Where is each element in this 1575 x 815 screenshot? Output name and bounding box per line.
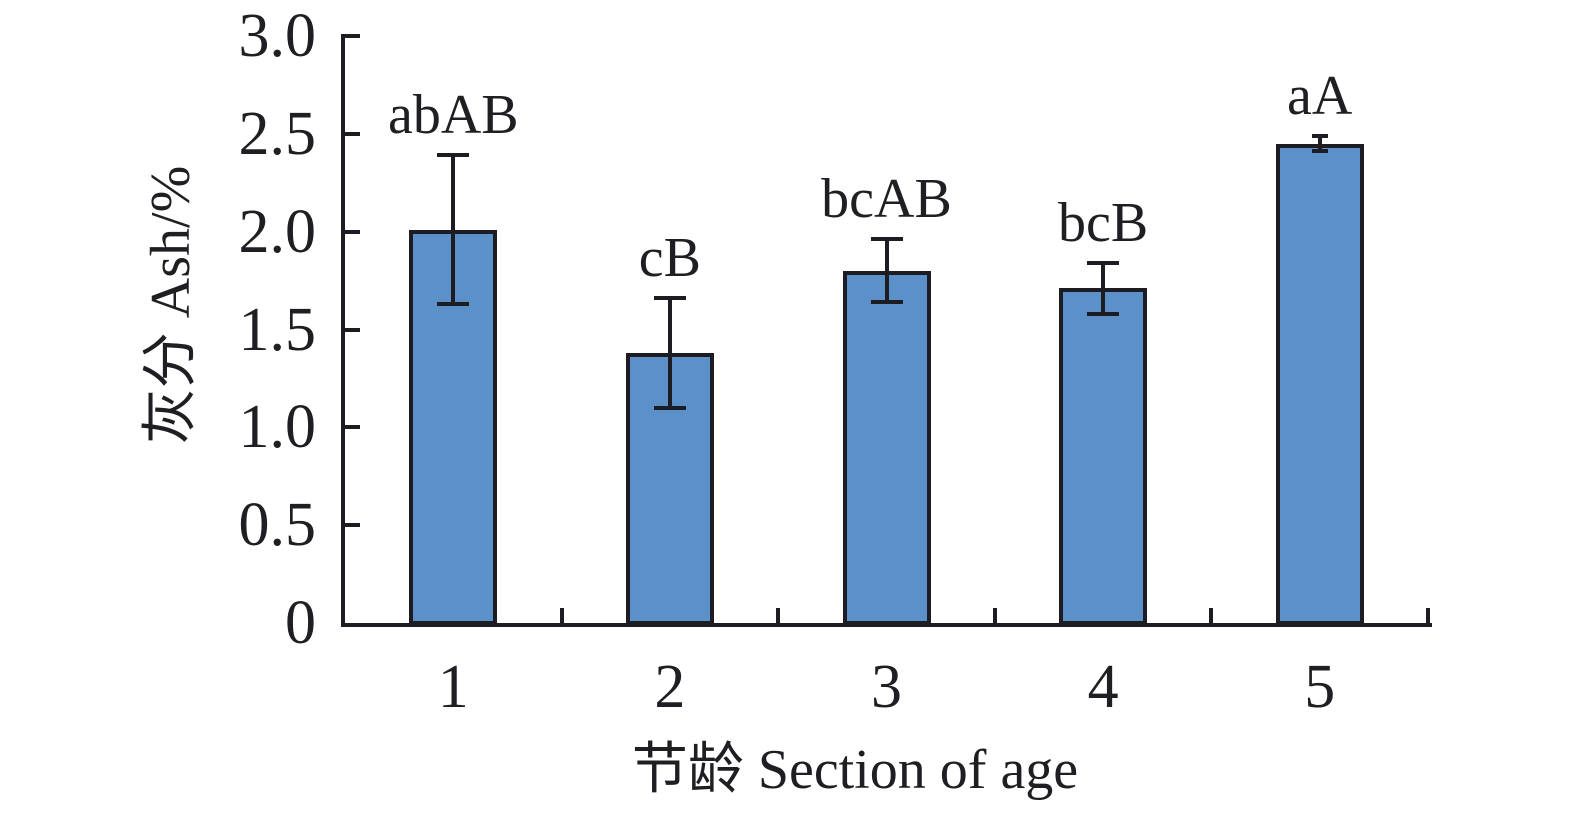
error-bar-cap-bottom (870, 300, 903, 305)
error-bar-cap-bottom (653, 405, 686, 410)
y-tick-label: 3.0 (238, 2, 317, 70)
y-tick (345, 229, 360, 234)
x-tick-label: 3 (871, 653, 902, 721)
bar-label: aA (1287, 64, 1353, 127)
x-tick-label: 4 (1087, 653, 1119, 721)
error-bar (667, 298, 672, 408)
bar (1059, 288, 1148, 625)
bar-label: bcAB (821, 168, 952, 231)
y-tick (345, 327, 360, 332)
x-tick (1209, 608, 1214, 623)
bar-label: bcB (1057, 191, 1149, 254)
y-tick (345, 34, 360, 38)
y-tick-label: 2.5 (238, 99, 317, 168)
error-bar-cap-top (870, 237, 903, 242)
error-bar-cap-top (1087, 260, 1120, 265)
error-bar-cap-top (437, 153, 470, 158)
y-axis-line (341, 34, 345, 625)
error-bar (451, 155, 456, 305)
y-tick (345, 131, 360, 136)
y-tick (345, 425, 360, 430)
x-tick-label: 2 (654, 653, 686, 721)
error-bar (884, 239, 889, 303)
bar (1275, 143, 1364, 625)
y-axis-title: 灰分 Ash/% (140, 165, 203, 445)
y-tick-label: 1.5 (238, 295, 317, 364)
y-tick-label: 1.0 (238, 393, 317, 462)
x-axis-line (341, 623, 1432, 627)
error-bar (1101, 262, 1106, 314)
y-tick (345, 523, 360, 528)
x-tick-label: 1 (437, 653, 469, 721)
error-bar-cap-top (1311, 133, 1328, 138)
x-tick (559, 608, 564, 623)
error-bar (1317, 135, 1322, 152)
error-bar-cap-bottom (1087, 311, 1120, 316)
x-axis-title: 节龄 Section of age (631, 739, 1079, 801)
bar-label: cB (638, 227, 701, 290)
bar-label: abAB (387, 84, 519, 147)
error-bar-cap-bottom (437, 302, 470, 307)
error-bar-cap-top (653, 296, 686, 301)
y-tick-label: 0.5 (238, 491, 317, 560)
x-tick (776, 608, 781, 623)
x-tick (1426, 608, 1430, 623)
x-tick (992, 608, 997, 623)
bar (842, 270, 931, 625)
error-bar-cap-bottom (1311, 149, 1328, 154)
x-tick-label: 5 (1304, 653, 1336, 721)
y-tick-label: 0 (285, 589, 316, 657)
y-tick-label: 2.0 (238, 197, 317, 266)
